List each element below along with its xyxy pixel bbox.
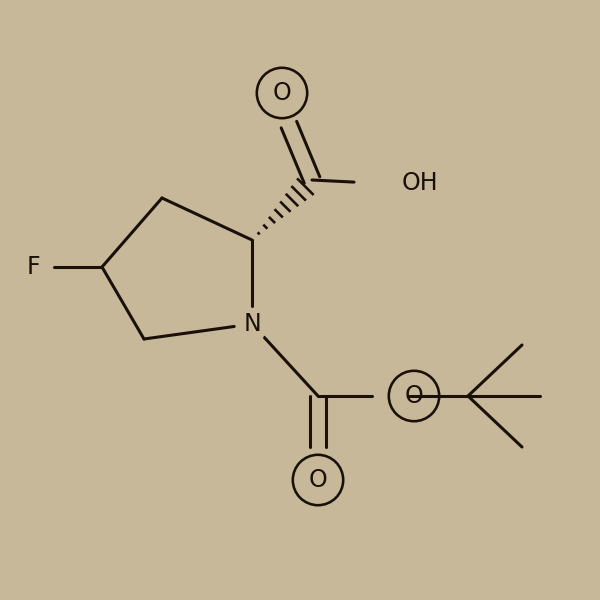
Text: O: O [404,384,424,408]
Text: N: N [243,312,261,336]
Text: F: F [26,255,40,279]
Text: O: O [308,468,328,492]
Text: O: O [272,81,292,105]
Text: OH: OH [402,171,439,195]
